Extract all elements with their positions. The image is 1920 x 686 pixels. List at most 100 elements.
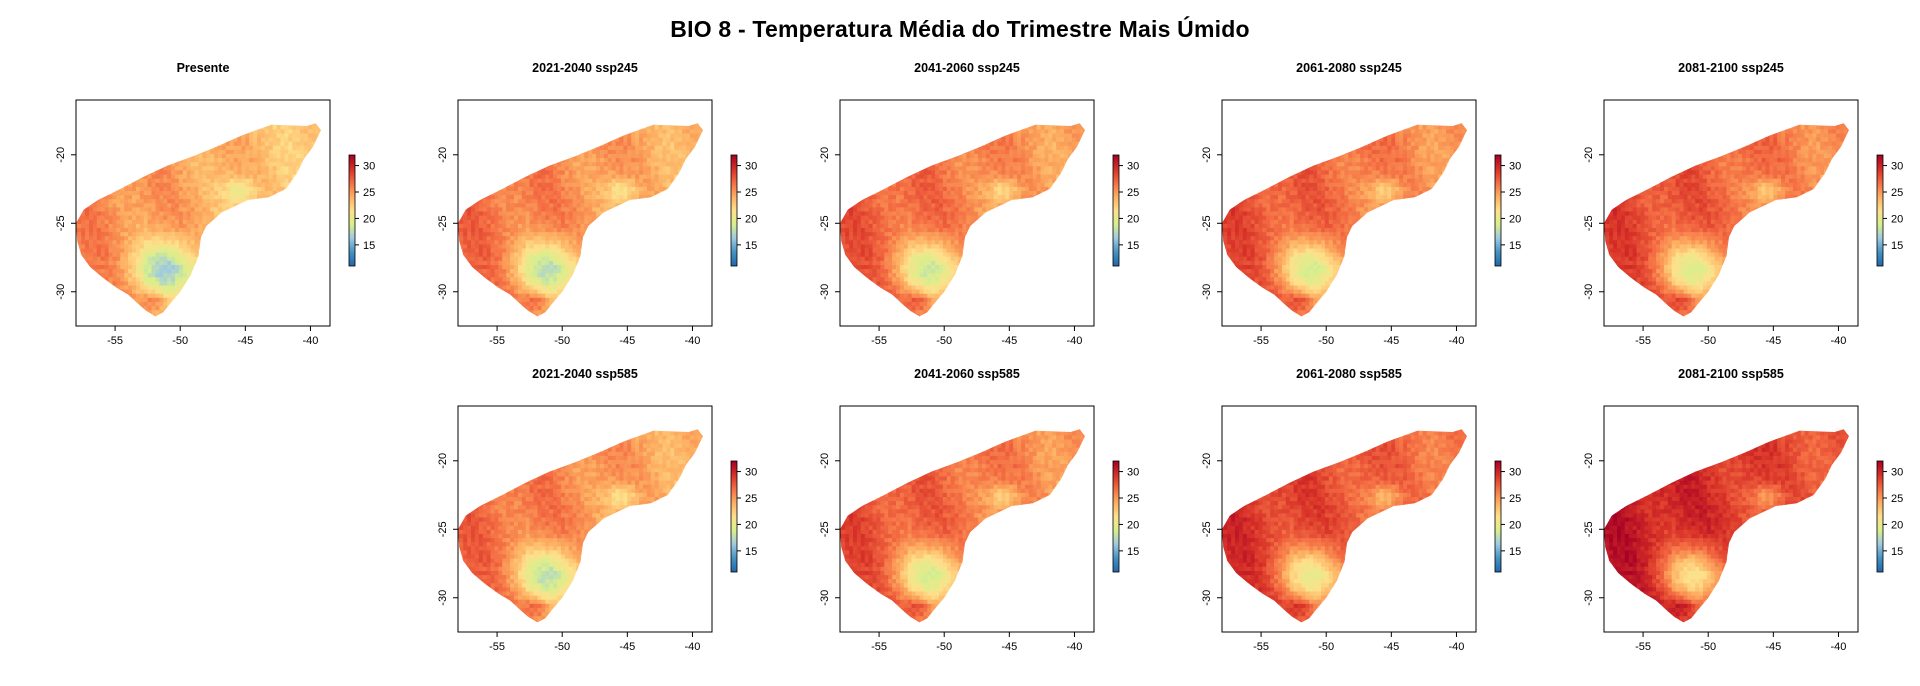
legend-tick-label: 25 <box>1891 493 1903 505</box>
y-tick-label: -20 <box>819 453 831 469</box>
x-tick-label: -50 <box>554 641 570 653</box>
x-tick-label: -40 <box>1831 641 1847 653</box>
y-tick-label: -30 <box>1201 590 1213 606</box>
x-tick-label: -55 <box>489 335 505 347</box>
y-tick-label: -25 <box>1583 215 1595 231</box>
x-tick-label: -45 <box>619 335 635 347</box>
legend-tick-label: 30 <box>745 161 757 173</box>
legend-tick-label: 15 <box>745 546 757 558</box>
plot-frame <box>75 99 331 327</box>
x-tick-label: -45 <box>1383 335 1399 347</box>
map-panel: 2021-2040 ssp585 -55 -50 -45 -40 -20 -25 -30 30 2… <box>437 367 757 653</box>
temperature-raster <box>1604 123 1849 317</box>
panel-title: 2041-2060 ssp585 <box>914 367 1020 381</box>
panel-title: 2061-2080 ssp585 <box>1296 367 1402 381</box>
legend-tick-label: 30 <box>1127 467 1139 479</box>
legend-tick-label: 20 <box>1127 519 1139 531</box>
legend-colorbar <box>1494 154 1502 267</box>
x-tick-label: -45 <box>1765 641 1781 653</box>
x-tick-label: -40 <box>685 335 701 347</box>
plot-frame <box>1221 99 1477 327</box>
x-tick-label: -40 <box>303 335 319 347</box>
color-legend: 30 25 20 15 <box>730 154 757 267</box>
legend-tick-label: 15 <box>1891 240 1903 252</box>
x-tick-label: -55 <box>871 335 887 347</box>
figure-title: BIO 8 - Temperatura Média do Trimestre M… <box>0 16 1920 43</box>
map-panel: Presente -55 -50 -45 -40 -20 -25 -30 30 25 20 15 <box>55 61 375 347</box>
legend-tick-label: 25 <box>745 493 757 505</box>
y-tick-label: -20 <box>1201 453 1213 469</box>
legend-tick-label: 30 <box>1509 161 1521 173</box>
legend-tick-label: 25 <box>1127 187 1139 199</box>
legend-colorbar <box>1876 460 1884 573</box>
legend-tick-label: 20 <box>1509 213 1521 225</box>
y-tick-label: -25 <box>55 215 67 231</box>
x-tick-label: -45 <box>1383 641 1399 653</box>
plot-frame <box>839 99 1095 327</box>
x-tick-label: -45 <box>1001 335 1017 347</box>
temperature-raster <box>1604 429 1849 623</box>
y-tick-label: -25 <box>437 521 449 537</box>
x-tick-label: -55 <box>1635 641 1651 653</box>
legend-tick-label: 30 <box>363 161 375 173</box>
legend-colorbar <box>730 154 738 267</box>
y-tick-label: -30 <box>1201 284 1213 300</box>
x-tick-label: -50 <box>1700 641 1716 653</box>
x-tick-label: -45 <box>619 641 635 653</box>
x-tick-label: -55 <box>1253 641 1269 653</box>
temperature-raster <box>840 429 1085 623</box>
y-tick-label: -25 <box>437 215 449 231</box>
x-tick-label: -40 <box>1831 335 1847 347</box>
legend-tick-label: 15 <box>1127 546 1139 558</box>
panel-title: 2021-2040 ssp245 <box>532 61 638 75</box>
panel-title: 2021-2040 ssp585 <box>532 367 638 381</box>
plot-frame <box>457 99 713 327</box>
legend-tick-label: 30 <box>1509 467 1521 479</box>
x-tick-label: -40 <box>1449 335 1465 347</box>
temperature-raster <box>76 123 321 317</box>
x-tick-label: -50 <box>172 335 188 347</box>
plot-frame <box>839 405 1095 633</box>
x-tick-label: -55 <box>489 641 505 653</box>
y-tick-label: -25 <box>1583 521 1595 537</box>
legend-tick-label: 20 <box>363 213 375 225</box>
plot-frame <box>1603 99 1859 327</box>
legend-tick-label: 20 <box>1509 519 1521 531</box>
x-tick-label: -50 <box>1318 641 1334 653</box>
color-legend: 30 25 20 15 <box>1112 154 1139 267</box>
x-tick-label: -45 <box>1001 641 1017 653</box>
y-tick-label: -25 <box>1201 521 1213 537</box>
legend-colorbar <box>1876 154 1884 267</box>
color-legend: 30 25 20 15 <box>1112 460 1139 573</box>
legend-tick-label: 20 <box>1891 519 1903 531</box>
legend-colorbar <box>1112 154 1120 267</box>
map-panel: 2061-2080 ssp585 -55 -50 -45 -40 -20 -25 -30 30 2… <box>1201 367 1521 653</box>
x-tick-label: -55 <box>1253 335 1269 347</box>
legend-tick-label: 25 <box>363 187 375 199</box>
legend-tick-label: 15 <box>1127 240 1139 252</box>
x-tick-label: -40 <box>1449 641 1465 653</box>
plot-frame <box>1221 405 1477 633</box>
y-tick-label: -20 <box>437 147 449 163</box>
x-tick-label: -45 <box>237 335 253 347</box>
x-tick-label: -50 <box>1318 335 1334 347</box>
x-tick-label: -55 <box>1635 335 1651 347</box>
x-tick-label: -40 <box>1067 641 1083 653</box>
y-tick-label: -30 <box>55 284 67 300</box>
legend-tick-label: 30 <box>1891 161 1903 173</box>
color-legend: 30 25 20 15 <box>348 154 375 267</box>
y-tick-label: -30 <box>1583 284 1595 300</box>
temperature-raster <box>1222 123 1467 317</box>
map-panel: 2081-2100 ssp245 -55 -50 -45 -40 -20 -25 -30 30 2… <box>1583 61 1903 347</box>
y-tick-label: -20 <box>437 453 449 469</box>
color-legend: 30 25 20 15 <box>1876 154 1903 267</box>
x-tick-label: -55 <box>107 335 123 347</box>
panel-title: Presente <box>177 61 230 75</box>
y-tick-label: -20 <box>1201 147 1213 163</box>
legend-tick-label: 15 <box>1891 546 1903 558</box>
x-tick-label: -50 <box>1700 335 1716 347</box>
y-tick-label: -30 <box>1583 590 1595 606</box>
legend-tick-label: 20 <box>1127 213 1139 225</box>
x-tick-label: -50 <box>554 335 570 347</box>
y-tick-label: -20 <box>1583 147 1595 163</box>
